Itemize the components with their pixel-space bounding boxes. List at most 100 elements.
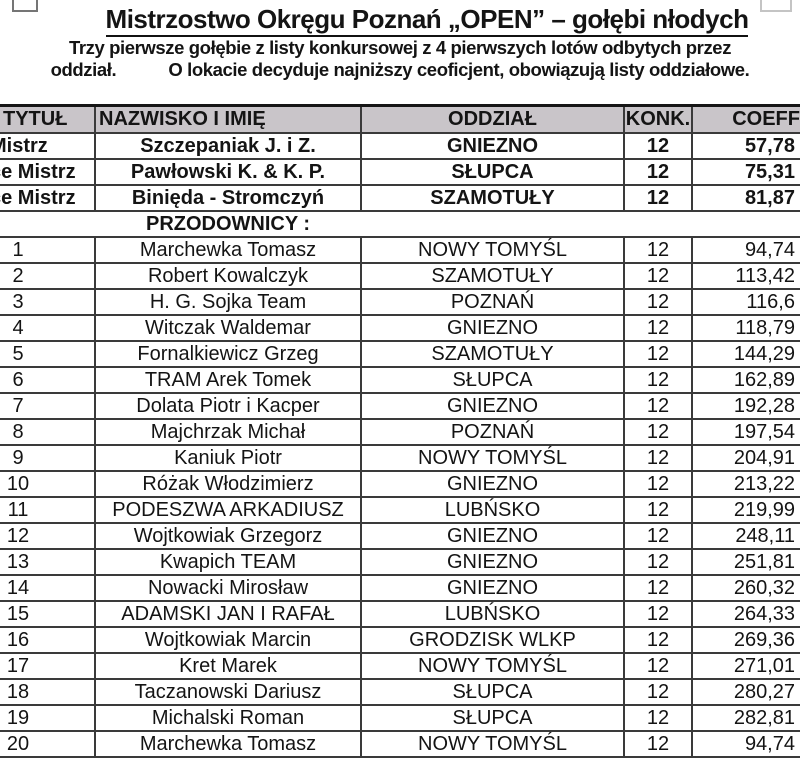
- subtitle-line-2: oddział. O lokacie decyduje najniższy ce…: [50, 58, 750, 80]
- table-row: 5 Fornalkiewicz Grzeg SZAMOTUŁY 12 144,2…: [0, 342, 800, 368]
- cell-konk: 12: [625, 732, 693, 758]
- section-body: PRZODOWNICY :: [0, 212, 800, 238]
- cell-district: SŁUPCA: [362, 680, 625, 706]
- cell-name: Robert Kowalczyk: [96, 264, 362, 290]
- cell-district: LUBŃSKO: [362, 602, 625, 628]
- cell-konk: 12: [625, 498, 693, 524]
- cell-district: GRODZISK WLKP: [362, 628, 625, 654]
- cell-coeff: 264,33: [693, 602, 800, 628]
- cell-district: GNIEZNO: [362, 576, 625, 602]
- cell-name: PODESZWA ARKADIUSZ: [96, 498, 362, 524]
- cell-coeff: 219,99: [693, 498, 800, 524]
- cell-konk: 12: [625, 550, 693, 576]
- cell-coeff: 197,54: [693, 420, 800, 446]
- cell-name: Kaniuk Piotr: [96, 446, 362, 472]
- cell-district: NOWY TOMYŚL: [362, 732, 625, 758]
- cell-title: Mistrz: [0, 134, 96, 160]
- cell-district: SZAMOTUŁY: [362, 264, 625, 290]
- cell-konk: 12: [625, 316, 693, 342]
- cell-coeff: 248,11: [693, 524, 800, 550]
- cell-coeff: 280,27: [693, 680, 800, 706]
- champion-row: ce Mistrz Pawłowski K. & K. P. SŁUPCA 12…: [0, 160, 800, 186]
- cell-district: SŁUPCA: [362, 706, 625, 732]
- cell-konk: 12: [625, 654, 693, 680]
- table-row: 3 H. G. Sojka Team POZNAŃ 12 116,6: [0, 290, 800, 316]
- cell-name: Wojtkowiak Grzegorz: [96, 524, 362, 550]
- cell-name: Michalski Roman: [96, 706, 362, 732]
- cell-coeff: 282,81: [693, 706, 800, 732]
- cell-coeff: 269,36: [693, 628, 800, 654]
- cell-konk: 12: [625, 394, 693, 420]
- cell-place: 18: [0, 680, 96, 706]
- section-row: PRZODOWNICY :: [0, 212, 800, 238]
- table-row: 10 Różak Włodzimierz GNIEZNO 12 213,22: [0, 472, 800, 498]
- cell-district: POZNAŃ: [362, 290, 625, 316]
- cell-coeff: 251,81: [693, 550, 800, 576]
- cell-name: Marchewka Tomasz: [96, 732, 362, 758]
- cell-place: 13: [0, 550, 96, 576]
- cell-konk: 12: [625, 602, 693, 628]
- header-oddzial: ODDZIAŁ: [362, 107, 625, 134]
- table-row: 16 Wojtkowiak Marcin GRODZISK WLKP 12 26…: [0, 628, 800, 654]
- cell-name: Pawłowski K. & K. P.: [96, 160, 362, 186]
- cell-name: Marchewka Tomasz: [96, 238, 362, 264]
- cell-place: 6: [0, 368, 96, 394]
- cell-name: Kret Marek: [96, 654, 362, 680]
- cell-place: 11: [0, 498, 96, 524]
- cell-konk: 12: [625, 342, 693, 368]
- cell-place: 1: [0, 238, 96, 264]
- table-row: 18 Taczanowski Dariusz SŁUPCA 12 280,27: [0, 680, 800, 706]
- cell-place: 5: [0, 342, 96, 368]
- page-title: Mistrzostwo Okręgu Poznań „OPEN” – gołęb…: [0, 4, 800, 37]
- cell-place: 9: [0, 446, 96, 472]
- table-header: TYTUŁ NAZWISKO I IMIĘ ODDZIAŁ KONK. COEF…: [0, 107, 800, 134]
- cell-coeff: 204,91: [693, 446, 800, 472]
- table-row: 11 PODESZWA ARKADIUSZ LUBŃSKO 12 219,99: [0, 498, 800, 524]
- cell-district: SŁUPCA: [362, 368, 625, 394]
- page-subtitle: Trzy pierwsze gołębie z listy konkursowe…: [0, 37, 800, 80]
- table-row: 15 ADAMSKI JAN I RAFAŁ LUBŃSKO 12 264,33: [0, 602, 800, 628]
- cell-name: Szczepaniak J. i Z.: [96, 134, 362, 160]
- table-row: 12 Wojtkowiak Grzegorz GNIEZNO 12 248,11: [0, 524, 800, 550]
- table-row: 6 TRAM Arek Tomek SŁUPCA 12 162,89: [0, 368, 800, 394]
- scan-artifact-box-left: [12, 0, 38, 12]
- cell-district: LUBŃSKO: [362, 498, 625, 524]
- results-table: TYTUŁ NAZWISKO I IMIĘ ODDZIAŁ KONK. COEF…: [0, 104, 800, 758]
- cell-konk: 12: [625, 628, 693, 654]
- section-label: PRZODOWNICY :: [0, 212, 800, 238]
- table-row: 14 Nowacki Mirosław GNIEZNO 12 260,32: [0, 576, 800, 602]
- table-row: 13 Kwapich TEAM GNIEZNO 12 251,81: [0, 550, 800, 576]
- cell-district: GNIEZNO: [362, 472, 625, 498]
- cell-place: 12: [0, 524, 96, 550]
- cell-name: Witczak Waldemar: [96, 316, 362, 342]
- cell-konk: 12: [625, 290, 693, 316]
- cell-coeff: 116,6: [693, 290, 800, 316]
- cell-coeff: 75,31: [693, 160, 800, 186]
- cell-konk: 12: [625, 576, 693, 602]
- cell-place: 19: [0, 706, 96, 732]
- cell-name: H. G. Sojka Team: [96, 290, 362, 316]
- cell-konk: 12: [625, 134, 693, 160]
- champion-row: Mistrz Szczepaniak J. i Z. GNIEZNO 12 57…: [0, 134, 800, 160]
- cell-district: NOWY TOMYŚL: [362, 654, 625, 680]
- table-row: 9 Kaniuk Piotr NOWY TOMYŚL 12 204,91: [0, 446, 800, 472]
- cell-place: 17: [0, 654, 96, 680]
- cell-name: Różak Włodzimierz: [96, 472, 362, 498]
- champion-row: ce Mistrz Binięda - Stromczyń SZAMOTUŁY …: [0, 186, 800, 212]
- cell-coeff: 113,42: [693, 264, 800, 290]
- cell-district: SŁUPCA: [362, 160, 625, 186]
- cell-coeff: 81,87: [693, 186, 800, 212]
- cell-district: NOWY TOMYŚL: [362, 238, 625, 264]
- cell-name: Taczanowski Dariusz: [96, 680, 362, 706]
- cell-name: Wojtkowiak Marcin: [96, 628, 362, 654]
- cell-coeff: 213,22: [693, 472, 800, 498]
- cell-title: ce Mistrz: [0, 160, 96, 186]
- cell-coeff: 260,32: [693, 576, 800, 602]
- table-row: 7 Dolata Piotr i Kacper GNIEZNO 12 192,2…: [0, 394, 800, 420]
- cell-coeff: 271,01: [693, 654, 800, 680]
- cell-district: NOWY TOMYŚL: [362, 446, 625, 472]
- cell-name: Majchrzak Michał: [96, 420, 362, 446]
- table-row: 2 Robert Kowalczyk SZAMOTUŁY 12 113,42: [0, 264, 800, 290]
- header-nazwisko: NAZWISKO I IMIĘ: [96, 107, 362, 134]
- cell-district: GNIEZNO: [362, 550, 625, 576]
